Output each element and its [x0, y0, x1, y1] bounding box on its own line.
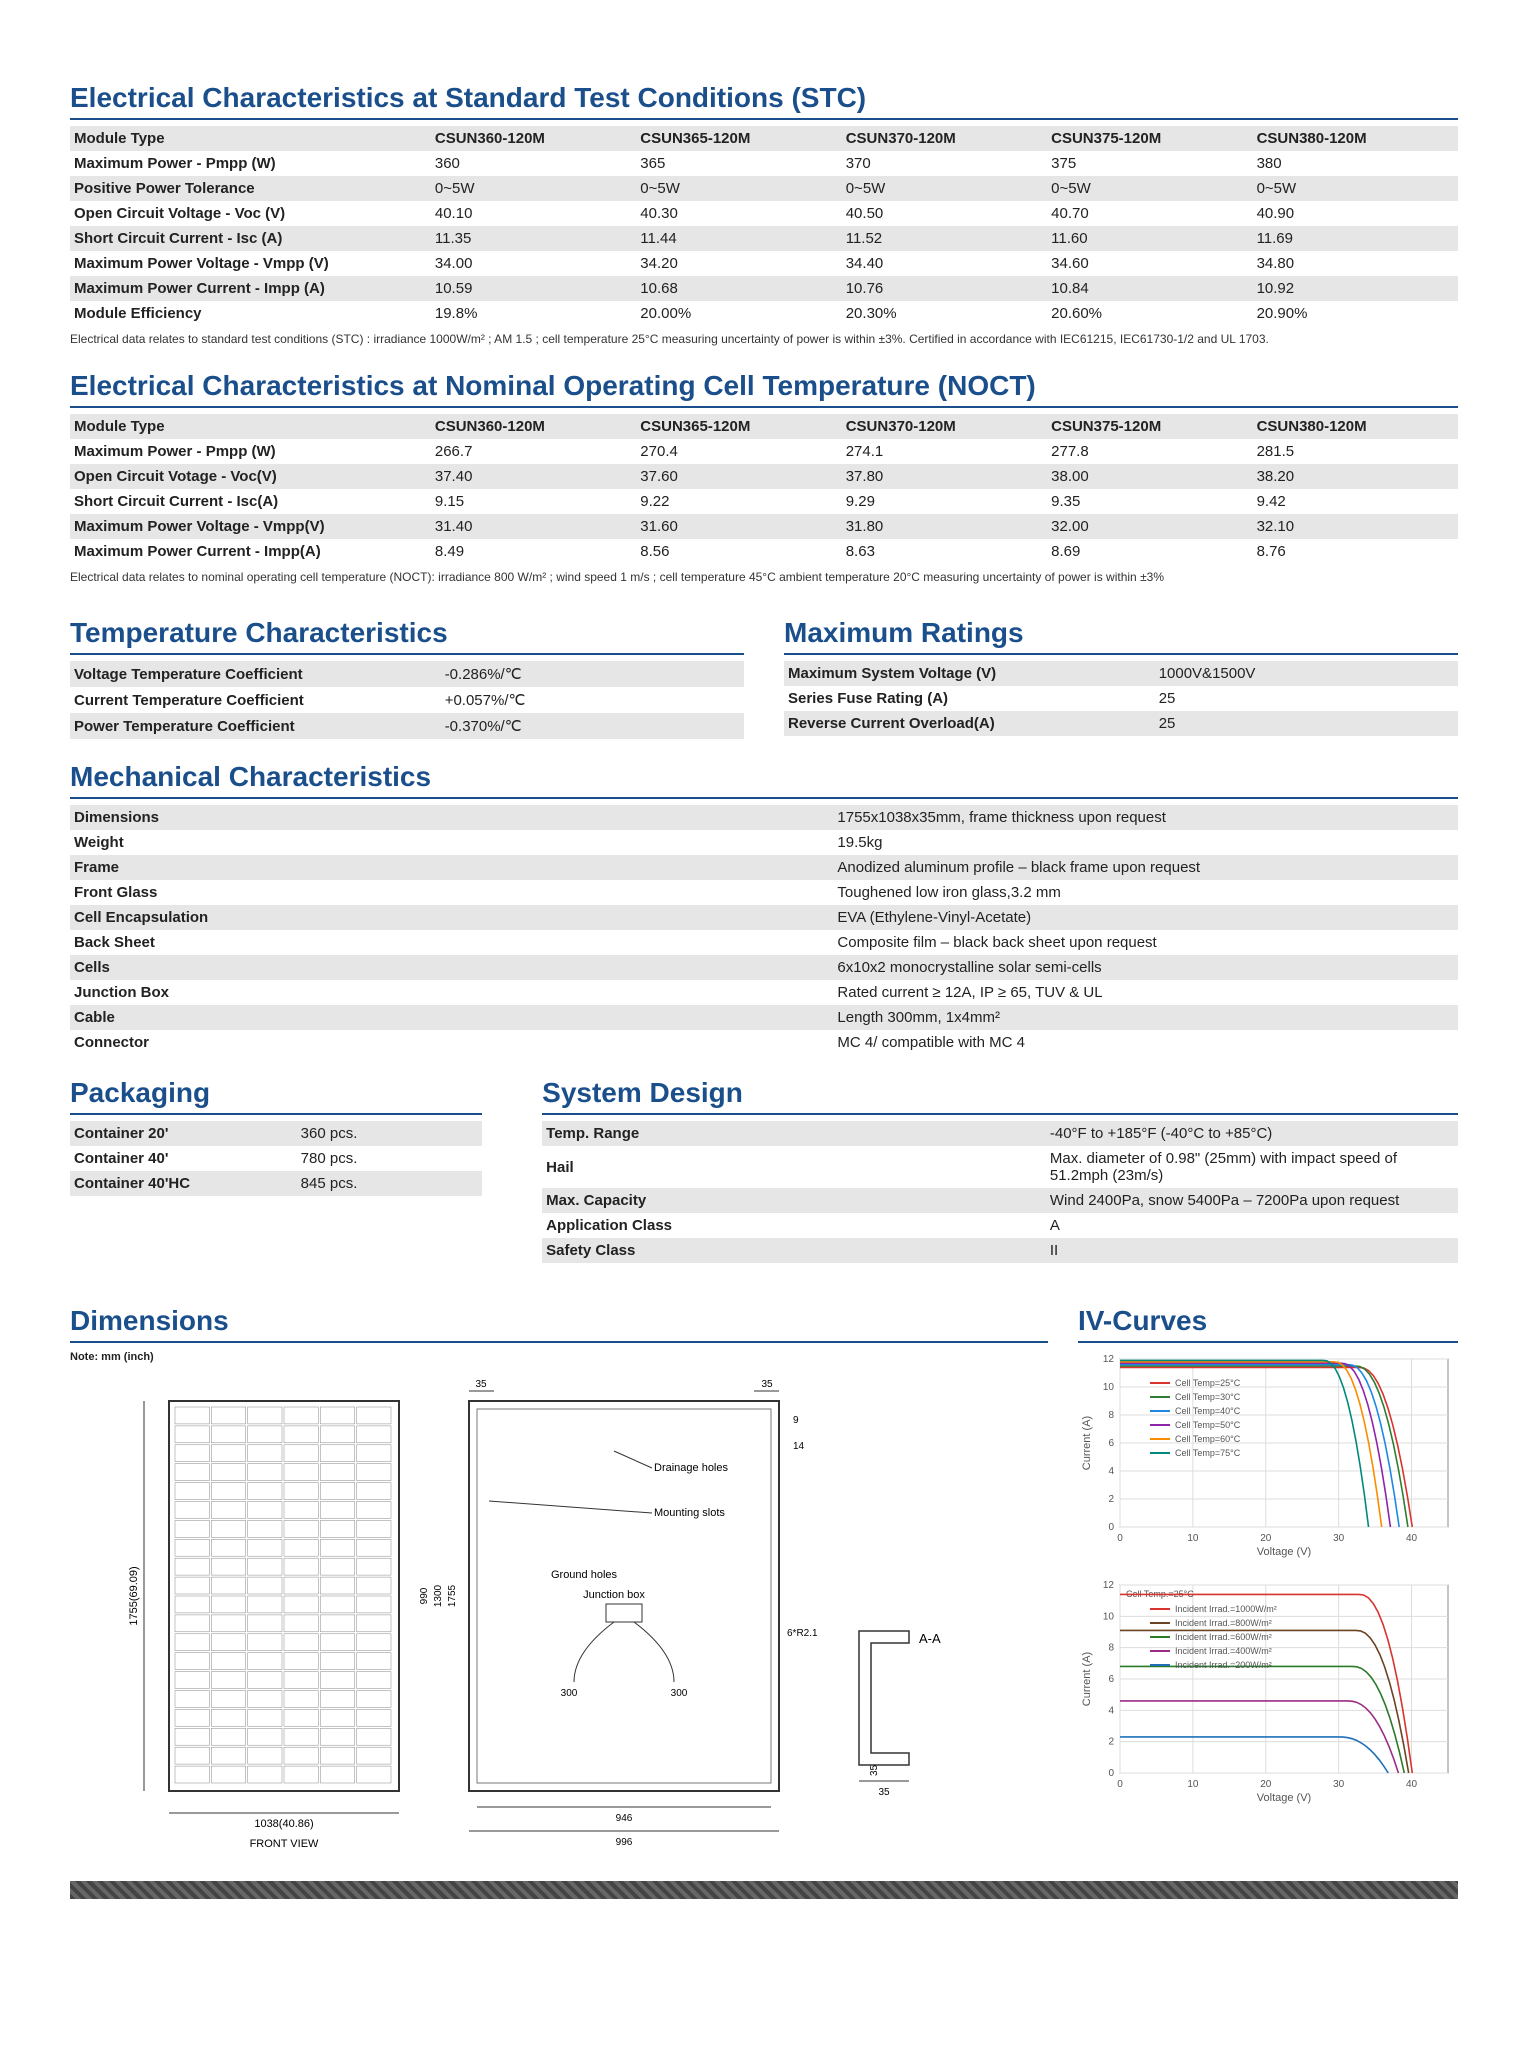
svg-text:40: 40 — [1406, 1533, 1418, 1544]
svg-text:300: 300 — [561, 1688, 578, 1699]
svg-text:0: 0 — [1117, 1779, 1123, 1790]
svg-text:10: 10 — [1187, 1779, 1199, 1790]
svg-text:Incident Irrad.=200W/m²: Incident Irrad.=200W/m² — [1175, 1660, 1272, 1670]
svg-text:FRONT VIEW: FRONT VIEW — [250, 1838, 319, 1850]
svg-text:996: 996 — [616, 1837, 633, 1848]
svg-text:1755(69.09): 1755(69.09) — [128, 1567, 140, 1626]
svg-text:40: 40 — [1406, 1779, 1418, 1790]
pack-table: Container 20'360 pcs.Container 40'780 pc… — [70, 1121, 482, 1196]
svg-text:Current (A): Current (A) — [1081, 1416, 1093, 1470]
svg-text:6: 6 — [1108, 1674, 1114, 1685]
svg-text:35: 35 — [761, 1379, 773, 1390]
svg-text:Cell Temp=75°C: Cell Temp=75°C — [1175, 1448, 1241, 1458]
max-title: Maximum Ratings — [784, 617, 1458, 655]
svg-text:Drainage holes: Drainage holes — [654, 1462, 728, 1474]
dim-note: Note: mm (inch) — [70, 1351, 1048, 1363]
svg-text:Voltage (V): Voltage (V) — [1257, 1792, 1311, 1804]
temp-title: Temperature Characteristics — [70, 617, 744, 655]
svg-text:12: 12 — [1103, 1580, 1115, 1591]
svg-text:30: 30 — [1333, 1779, 1345, 1790]
stc-footnote: Electrical data relates to standard test… — [70, 332, 1458, 348]
svg-text:Cell Temp=50°C: Cell Temp=50°C — [1175, 1420, 1241, 1430]
svg-text:8: 8 — [1108, 1643, 1114, 1654]
sys-table: Temp. Range-40°F to +185°F (-40°C to +85… — [542, 1121, 1458, 1263]
dimensions-diagram: 1755(69.09) 1038(40.86) FRONT VIEW 35 35 9 14 D… — [70, 1371, 1048, 1851]
noct-title: Electrical Characteristics at Nominal Op… — [70, 370, 1458, 408]
svg-text:946: 946 — [616, 1813, 633, 1824]
stc-title: Electrical Characteristics at Standard T… — [70, 82, 1458, 120]
svg-text:Mounting slots: Mounting slots — [654, 1507, 725, 1519]
svg-text:0: 0 — [1117, 1533, 1123, 1544]
svg-text:Current (A): Current (A) — [1081, 1652, 1093, 1706]
svg-text:990: 990 — [419, 1587, 430, 1604]
svg-text:300: 300 — [671, 1688, 688, 1699]
svg-text:20: 20 — [1260, 1779, 1272, 1790]
svg-text:Junction box: Junction box — [583, 1589, 645, 1601]
svg-text:14: 14 — [793, 1441, 805, 1452]
iv-chart-irrad: 0 10 20 30 40 0 2 4 6 8 10 12 Voltage (V) Current (A)… — [1078, 1575, 1458, 1805]
noct-table: Module TypeCSUN360-120MCSUN365-120MCSUN3… — [70, 414, 1458, 564]
svg-text:4: 4 — [1108, 1706, 1114, 1717]
svg-text:10: 10 — [1103, 1382, 1115, 1393]
stc-table: Module TypeCSUN360-120MCSUN365-120MCSUN3… — [70, 126, 1458, 326]
svg-text:Incident Irrad.=400W/m²: Incident Irrad.=400W/m² — [1175, 1646, 1272, 1656]
svg-text:2: 2 — [1108, 1494, 1114, 1505]
sys-title: System Design — [542, 1077, 1458, 1115]
dim-title: Dimensions — [70, 1305, 1048, 1343]
svg-text:10: 10 — [1103, 1612, 1115, 1623]
footer-strip — [70, 1881, 1458, 1899]
svg-text:0: 0 — [1108, 1768, 1114, 1779]
svg-text:0: 0 — [1108, 1522, 1114, 1533]
svg-text:Incident Irrad.=600W/m²: Incident Irrad.=600W/m² — [1175, 1632, 1272, 1642]
svg-text:A-A: A-A — [919, 1631, 941, 1646]
svg-text:2: 2 — [1108, 1737, 1114, 1748]
svg-text:Cell Temp=40°C: Cell Temp=40°C — [1175, 1406, 1241, 1416]
temp-table: Voltage Temperature Coefficient-0.286%/℃… — [70, 661, 744, 739]
pack-title: Packaging — [70, 1077, 482, 1115]
svg-text:35: 35 — [878, 1787, 890, 1798]
svg-text:Ground holes: Ground holes — [551, 1569, 618, 1581]
max-table: Maximum System Voltage (V)1000V&1500VSer… — [784, 661, 1458, 736]
svg-text:Cell Temp=30°C: Cell Temp=30°C — [1175, 1392, 1241, 1402]
svg-text:6*R2.1: 6*R2.1 — [787, 1628, 818, 1639]
svg-text:6: 6 — [1108, 1438, 1114, 1449]
svg-text:35: 35 — [869, 1765, 880, 1777]
svg-text:Cell Temp=25°C: Cell Temp=25°C — [1175, 1378, 1241, 1388]
svg-text:Voltage (V): Voltage (V) — [1257, 1546, 1311, 1558]
svg-text:Incident Irrad.=1000W/m²: Incident Irrad.=1000W/m² — [1175, 1604, 1277, 1614]
mech-table: Dimensions1755x1038x35mm, frame thicknes… — [70, 805, 1458, 1055]
noct-footnote: Electrical data relates to nominal opera… — [70, 570, 1458, 586]
iv-chart-temp: 0 10 20 30 40 0 2 4 6 8 10 12 Voltage (V) Current (A)… — [1078, 1349, 1458, 1559]
svg-text:9: 9 — [793, 1415, 799, 1426]
svg-text:1300: 1300 — [433, 1585, 444, 1608]
svg-text:4: 4 — [1108, 1466, 1114, 1477]
svg-text:1038(40.86): 1038(40.86) — [254, 1818, 313, 1830]
svg-text:20: 20 — [1260, 1533, 1272, 1544]
iv-title: IV-Curves — [1078, 1305, 1458, 1343]
svg-text:8: 8 — [1108, 1410, 1114, 1421]
svg-text:Incident Irrad.=800W/m²: Incident Irrad.=800W/m² — [1175, 1618, 1272, 1628]
mech-title: Mechanical Characteristics — [70, 761, 1458, 799]
svg-text:1755: 1755 — [447, 1585, 458, 1608]
svg-text:Cell Temp=60°C: Cell Temp=60°C — [1175, 1434, 1241, 1444]
svg-text:10: 10 — [1187, 1533, 1199, 1544]
svg-text:12: 12 — [1103, 1354, 1115, 1365]
svg-text:35: 35 — [475, 1379, 487, 1390]
svg-text:30: 30 — [1333, 1533, 1345, 1544]
